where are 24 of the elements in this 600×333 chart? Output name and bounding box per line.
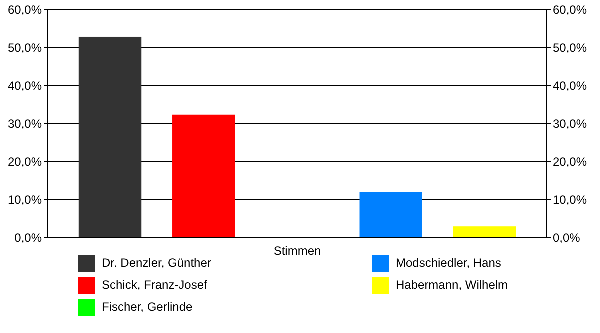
bar (78, 36, 142, 238)
text: 0,0% (553, 231, 580, 246)
y-tick-label: 20,0% (8, 155, 42, 170)
text: 50,0% (553, 41, 588, 56)
bar (360, 192, 422, 238)
text: 10,0% (553, 193, 588, 208)
legend-label: Fischer, Gerlinde (102, 300, 194, 314)
legend-label: Dr. Denzler, Günther (102, 256, 212, 270)
legend-label: Modschiedler, Hans (396, 256, 502, 270)
y-tick-label: 60,0% (8, 3, 42, 18)
legend-label: Habermann, Wilhelm (396, 278, 508, 292)
x-tick-label: Stimmen (274, 244, 322, 258)
y-tick-label: 50,0% (8, 41, 42, 56)
text: 30,0% (553, 117, 588, 132)
legend-label: Schick, Franz-Josef (102, 278, 208, 292)
y-tick-label: 0,0% (14, 231, 42, 246)
text: 60,0% (553, 3, 588, 18)
y-tick-label: 10,0% (8, 193, 42, 208)
y-tick-label: 30,0% (8, 117, 42, 132)
bar (172, 114, 236, 238)
bar (453, 226, 516, 238)
y-tick-label: 40,0% (8, 79, 42, 94)
text: 40,0% (553, 79, 588, 94)
text: 20,0% (553, 155, 588, 170)
